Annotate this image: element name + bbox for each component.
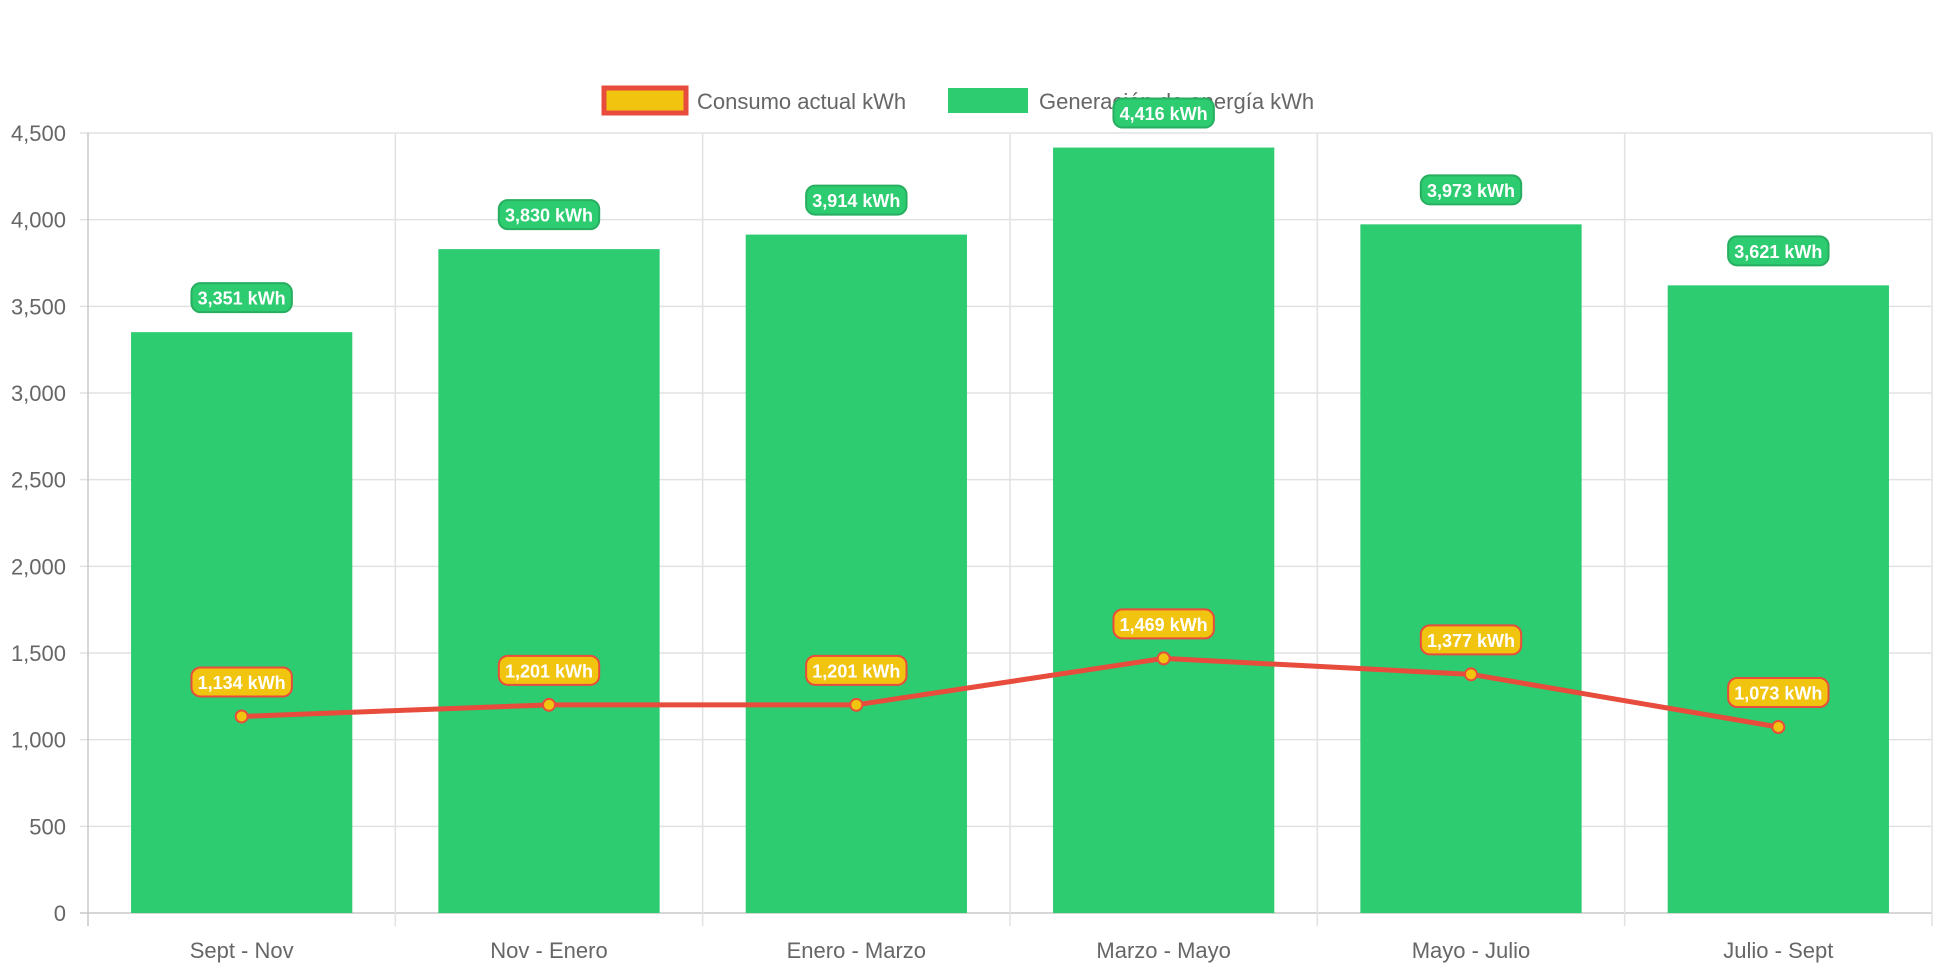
line-value-label-text: 1,469 kWh bbox=[1120, 615, 1208, 635]
bar-series bbox=[131, 147, 1889, 914]
bar bbox=[745, 234, 967, 913]
line-value-label-bg bbox=[1419, 624, 1523, 656]
line-value-label-bg bbox=[497, 654, 601, 686]
line-path bbox=[241, 655, 1779, 730]
line-series bbox=[234, 651, 1786, 735]
bar bbox=[131, 332, 353, 913]
line-point bbox=[1771, 720, 1786, 735]
bar-value-label-text: 3,621 kWh bbox=[1734, 242, 1822, 262]
legend-item-consumo[interactable]: Consumo actual kWh bbox=[601, 85, 906, 116]
line-point bbox=[234, 709, 249, 724]
line-value-label-bg bbox=[1727, 677, 1830, 709]
line-value-label: 1,201 kWh bbox=[497, 654, 601, 686]
x-tick-label: Enero - Marzo bbox=[787, 938, 926, 963]
line-value-label-bg bbox=[190, 666, 293, 698]
y-tick-label: 4,000 bbox=[11, 208, 66, 233]
line-value-label: 1,469 kWh bbox=[1112, 608, 1215, 640]
bar-value-label-bg bbox=[1419, 174, 1523, 206]
line-value-label: 1,377 kWh bbox=[1419, 624, 1523, 656]
line-value-label-text: 1,201 kWh bbox=[812, 661, 900, 681]
line-point bbox=[1464, 667, 1478, 682]
y-tick-label: 0 bbox=[54, 901, 66, 926]
bar-value-label: 3,830 kWh bbox=[497, 199, 601, 231]
bar bbox=[438, 249, 660, 914]
y-tick-label: 2,500 bbox=[11, 468, 66, 493]
line-value-label-text: 1,201 kWh bbox=[505, 661, 593, 681]
line-point bbox=[849, 697, 864, 712]
line-value-label-text: 1,134 kWh bbox=[198, 673, 286, 693]
y-axis-ticks: 0 500 1,000 1,500 2,000 2,500 3,000 3,500 4,000 4… bbox=[11, 121, 66, 926]
line-value-label: 1,073 kWh bbox=[1727, 677, 1830, 709]
y-tick-label: 3,500 bbox=[11, 294, 66, 319]
bar-value-label-text: 3,973 kWh bbox=[1427, 181, 1515, 201]
y-tick-label: 500 bbox=[29, 814, 66, 839]
line-value-label-text: 1,377 kWh bbox=[1427, 631, 1515, 651]
line-value-label: 1,201 kWh bbox=[805, 654, 908, 686]
x-tick-label: Sept - Nov bbox=[190, 938, 294, 963]
bar-value-label-bg bbox=[497, 199, 601, 231]
bar-value-label: 3,621 kWh bbox=[1727, 235, 1830, 267]
bar bbox=[1360, 224, 1582, 913]
bar-value-labels: 3,351 kWh 3,830 kWh 3,914 kWh 4,416 kWh 3,97… bbox=[190, 97, 1830, 314]
bar-value-label-bg bbox=[190, 282, 293, 314]
line-point bbox=[1156, 651, 1171, 666]
bar-value-label: 3,351 kWh bbox=[190, 282, 293, 314]
bar-value-label-text: 4,416 kWh bbox=[1120, 104, 1208, 124]
x-tick-label: Julio - Sept bbox=[1723, 938, 1833, 963]
bar-value-label: 3,914 kWh bbox=[805, 184, 908, 216]
y-tick-label: 2,000 bbox=[11, 554, 66, 579]
bar-value-label-text: 3,351 kWh bbox=[198, 289, 286, 309]
y-tick-label: 1,500 bbox=[11, 641, 66, 666]
bar-value-label-bg bbox=[1727, 235, 1830, 267]
line-point bbox=[542, 697, 556, 712]
bar-value-label: 3,973 kWh bbox=[1419, 174, 1523, 206]
bar bbox=[1667, 285, 1889, 913]
bar-value-label-text: 3,830 kWh bbox=[505, 206, 593, 226]
bar-value-label-bg bbox=[1112, 97, 1215, 129]
bar-value-label: 4,416 kWh bbox=[1112, 97, 1215, 129]
grid-lines bbox=[80, 132, 1933, 926]
legend-swatch-consumo bbox=[601, 85, 689, 116]
bar bbox=[1053, 147, 1275, 913]
line-value-label-bg bbox=[805, 654, 908, 686]
x-tick-label: Marzo - Mayo bbox=[1096, 938, 1230, 963]
line-value-labels: 1,134 kWh 1,201 kWh 1,201 kWh 1,469 kWh 1,37… bbox=[190, 608, 1830, 709]
legend-swatch-generacion bbox=[948, 88, 1028, 113]
line-value-label-bg bbox=[1112, 608, 1215, 640]
x-axis-ticks: Sept - Nov Nov - Enero Enero - Marzo Marzo … bbox=[190, 938, 1834, 963]
bar-value-label-text: 3,914 kWh bbox=[812, 191, 900, 211]
x-tick-label: Mayo - Julio bbox=[1412, 938, 1531, 963]
line-value-label-text: 1,073 kWh bbox=[1734, 684, 1822, 704]
line-value-label: 1,134 kWh bbox=[190, 666, 293, 698]
y-tick-label: 4,500 bbox=[11, 121, 66, 146]
legend-label-consumo: Consumo actual kWh bbox=[697, 89, 906, 114]
x-tick-label: Nov - Enero bbox=[490, 938, 607, 963]
y-tick-label: 1,000 bbox=[11, 728, 66, 753]
y-tick-label: 3,000 bbox=[11, 381, 66, 406]
bar-value-label-bg bbox=[805, 184, 908, 216]
